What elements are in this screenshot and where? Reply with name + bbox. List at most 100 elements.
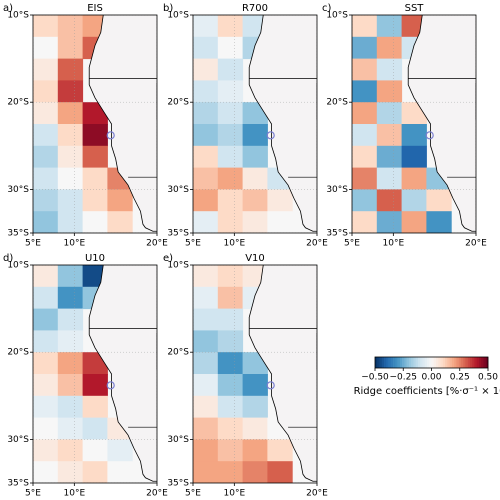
x-tick-label: 10°E	[224, 489, 246, 499]
y-tick-label: 10°S	[167, 261, 189, 271]
cell	[57, 330, 84, 353]
cell	[242, 439, 268, 462]
map-body	[193, 15, 317, 233]
map-panel: 5°E 10°E 20°E 10°S 20°S 30°S 35°S c) SST	[322, 3, 487, 249]
cell	[33, 308, 59, 331]
cell	[352, 15, 378, 38]
colorbar-swatch	[424, 357, 428, 368]
cell	[217, 36, 244, 60]
cell	[376, 58, 403, 81]
x-tick-label: 20°E	[146, 489, 168, 499]
cell	[82, 439, 108, 462]
cell	[193, 308, 219, 331]
colorbar-swatch	[408, 357, 412, 368]
cell	[217, 352, 244, 375]
map-panel: 5°E 10°E 20°E 10°S 20°S 30°S 35°S b) R700	[163, 3, 328, 249]
cell	[376, 145, 403, 169]
colorbar-swatch	[442, 357, 446, 368]
colorbar-swatch	[402, 357, 405, 368]
cell	[193, 286, 219, 310]
cell	[57, 80, 84, 103]
x-tick-label: 5°E	[344, 239, 360, 249]
colorbar-swatch	[458, 357, 462, 368]
cell	[242, 461, 268, 483]
frame	[32, 14, 158, 234]
cell	[33, 102, 59, 125]
cell	[426, 189, 452, 212]
cell	[57, 36, 84, 60]
colorbar-swatch	[476, 357, 480, 368]
y-tick-label: 35°S	[167, 479, 189, 489]
cell	[401, 211, 427, 233]
cell	[57, 308, 84, 331]
panel-label: b)	[163, 3, 173, 14]
colorbar-swatch	[485, 357, 489, 368]
cell	[193, 58, 219, 81]
cell	[242, 189, 268, 212]
colorbar-tick-label: 0.00	[421, 373, 441, 383]
colorbar-swatch	[481, 357, 484, 368]
cell	[217, 189, 244, 212]
cell	[242, 417, 268, 440]
panel-label: d)	[3, 253, 13, 264]
panel-label: c)	[322, 3, 331, 14]
cell	[376, 15, 403, 38]
cell	[376, 80, 403, 103]
cell	[33, 189, 59, 212]
colorbar-swatch	[415, 357, 419, 368]
x-tick-label: 20°E	[146, 239, 168, 249]
cell	[33, 167, 59, 190]
cell	[33, 439, 59, 462]
cell	[57, 286, 84, 310]
colorbar-swatch	[436, 357, 439, 368]
cell	[267, 211, 293, 233]
cell	[33, 36, 59, 60]
cell	[33, 145, 59, 169]
colorbar-tick-label: 0.25	[450, 373, 470, 383]
panel-label: e)	[163, 253, 173, 264]
cell	[193, 265, 219, 288]
cell	[376, 189, 403, 212]
coastline	[88, 15, 157, 232]
y-tick-label: 20°S	[7, 348, 29, 358]
cell	[217, 286, 244, 310]
cell	[217, 461, 244, 483]
cell	[33, 374, 59, 397]
x-tick-label: 10°E	[224, 239, 246, 249]
x-tick-label: 20°E	[306, 489, 328, 499]
y-tick-label: 10°S	[7, 11, 29, 21]
colorbar-swatch	[377, 357, 380, 368]
colorbar: −0.50 −0.25 0.00 0.25 0.50 Ridge coefficients…	[354, 356, 500, 397]
colorbar-swatch	[483, 357, 487, 368]
frame	[351, 14, 477, 234]
colorbar-swatch	[420, 357, 423, 368]
cell	[82, 167, 108, 190]
panel-title: R700	[242, 3, 268, 14]
map-panel: 5°E 10°E 20°E 10°S 20°S 30°S 35°S e) V10	[163, 253, 328, 499]
cell	[193, 330, 219, 353]
cell	[217, 374, 244, 397]
frame	[192, 14, 318, 234]
cell	[242, 145, 268, 169]
cell	[217, 145, 244, 169]
cell	[57, 15, 84, 38]
colorbar-swatch	[469, 357, 473, 368]
cell	[352, 167, 378, 190]
cell	[57, 352, 84, 375]
cell	[376, 211, 403, 233]
y-tick-label: 30°S	[167, 185, 189, 195]
y-tick-label: 35°S	[7, 229, 29, 239]
cell	[193, 211, 219, 233]
cell	[217, 265, 244, 288]
x-tick-label: 5°E	[185, 239, 201, 249]
colorbar-swatch	[456, 357, 459, 368]
site-marker	[266, 381, 275, 390]
cell	[242, 395, 268, 419]
cell	[33, 265, 59, 288]
cell	[82, 124, 108, 147]
cell	[82, 417, 108, 440]
cell	[193, 102, 219, 125]
cell	[352, 80, 378, 103]
site-marker	[106, 381, 115, 390]
cell	[193, 189, 219, 212]
